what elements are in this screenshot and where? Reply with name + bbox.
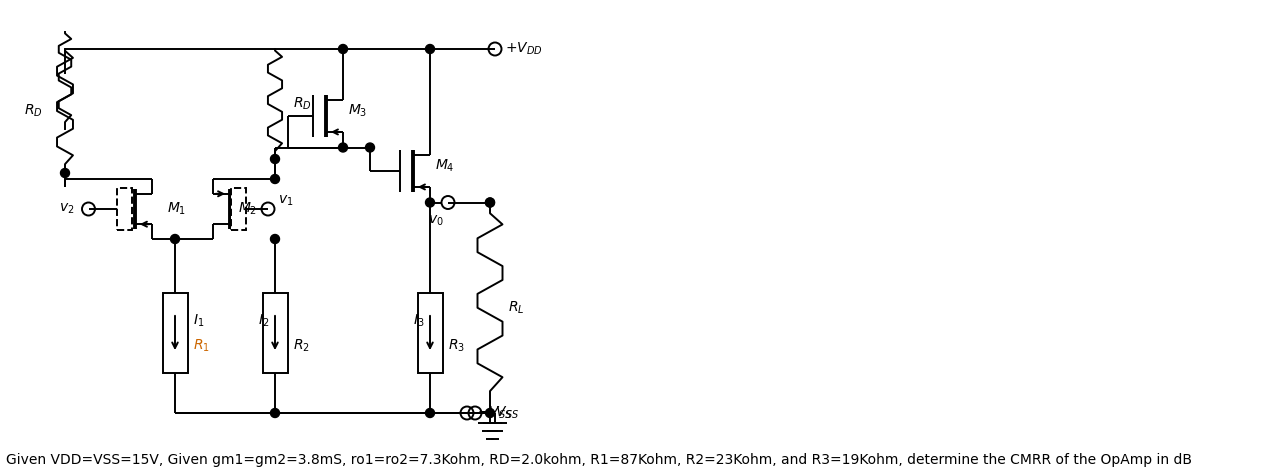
Text: $M_4$: $M_4$ [435,158,454,174]
Bar [262,293,288,373]
Circle shape [270,174,279,184]
Text: $v_2$: $v_2$ [59,202,75,216]
Circle shape [486,408,495,417]
Text: $M_2$: $M_2$ [238,201,257,217]
Bar [231,188,246,230]
Text: $R_L$: $R_L$ [508,300,525,316]
Bar [418,293,442,373]
Text: $-V_{SS}$: $-V_{SS}$ [484,405,520,421]
Circle shape [486,198,495,207]
Text: Given VDD=VSS=15V, Given gm1=gm2=3.8mS, ro1=ro2=7.3Kohm, RD=2.0kohm, R1=87Kohm, : Given VDD=VSS=15V, Given gm1=gm2=3.8mS, … [6,453,1192,467]
Text: $R_1$: $R_1$ [193,338,210,354]
Circle shape [270,408,279,417]
Circle shape [365,143,374,152]
Circle shape [270,154,279,163]
Circle shape [338,143,347,152]
Text: $M_3$: $M_3$ [349,103,368,119]
Circle shape [171,235,180,244]
Circle shape [426,198,435,207]
Bar [117,188,131,230]
Text: $R_D$: $R_D$ [293,96,311,112]
Circle shape [426,44,435,54]
Circle shape [426,408,435,417]
Text: $+V_{DD}$: $+V_{DD}$ [505,41,543,57]
Text: $R_2$: $R_2$ [293,338,310,354]
Circle shape [270,235,279,244]
Circle shape [60,169,69,178]
Text: $-V_{SS}$: $-V_{SS}$ [477,405,512,421]
Text: $I_2$: $I_2$ [257,313,269,329]
Text: $I_3$: $I_3$ [413,313,424,329]
Text: $M_1$: $M_1$ [167,201,186,217]
Text: $R_3$: $R_3$ [448,338,466,354]
Text: $R_D$: $R_D$ [24,103,42,119]
Circle shape [486,198,495,207]
Circle shape [338,44,347,54]
Text: $I_1$: $I_1$ [193,313,204,329]
Text: $v_1$: $v_1$ [278,194,293,208]
Text: $v_0$: $v_0$ [428,213,444,227]
Bar [162,293,188,373]
